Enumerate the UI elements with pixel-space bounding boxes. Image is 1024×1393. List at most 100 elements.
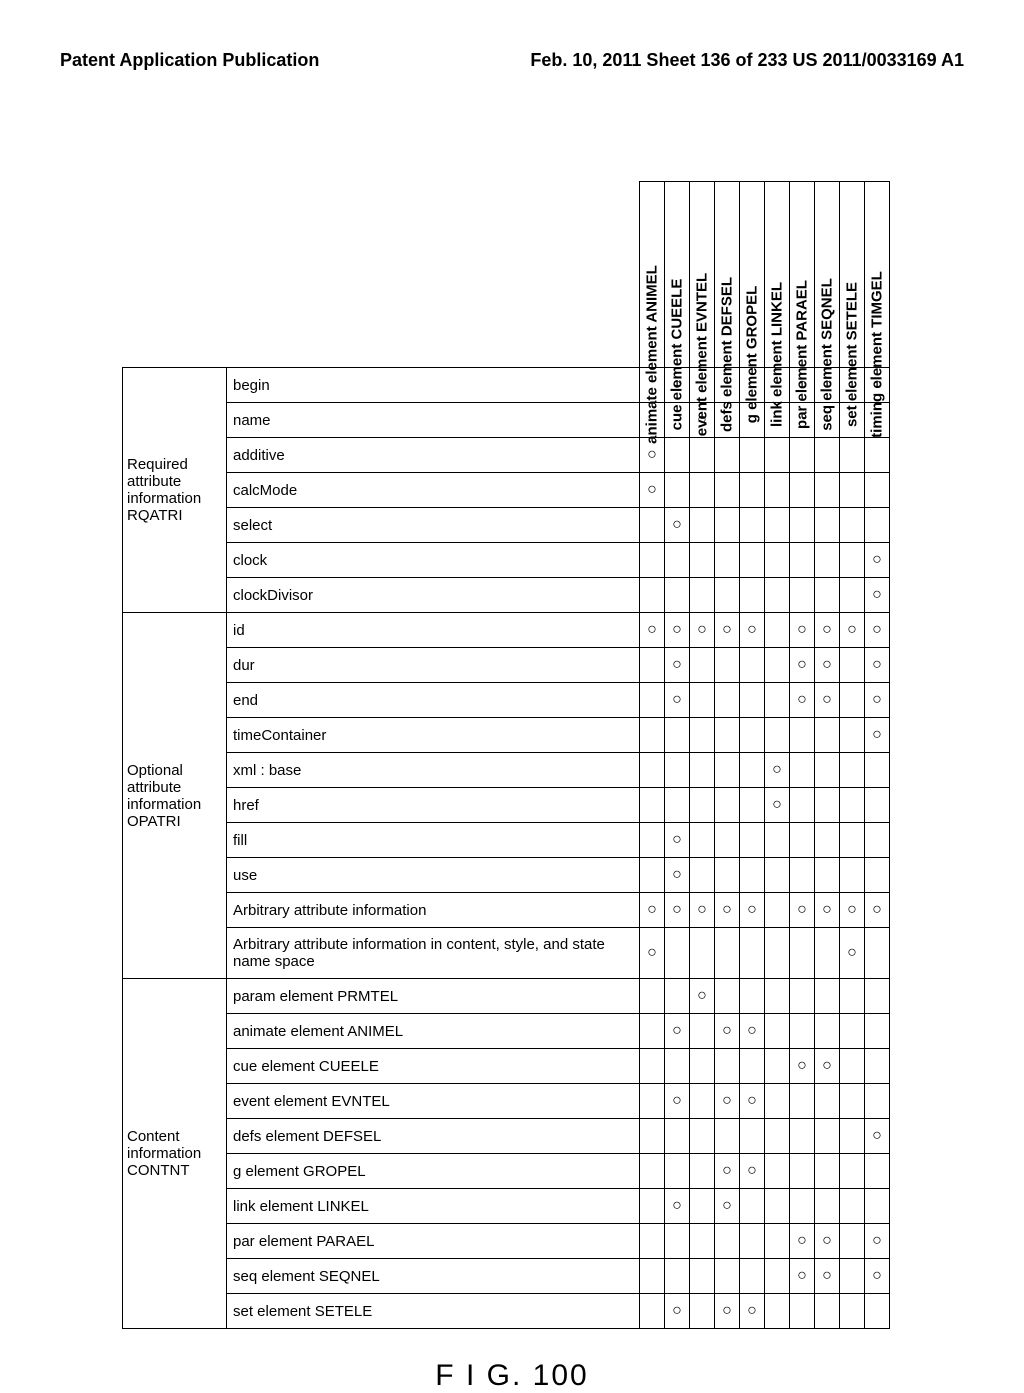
matrix-table: animate element ANIMELcue element CUEELE… xyxy=(122,181,890,1329)
data-cell xyxy=(765,438,790,473)
table-row: animate element ANIMEL xyxy=(123,1014,890,1049)
data-cell xyxy=(665,823,690,858)
row-name: additive xyxy=(227,438,640,473)
data-cell xyxy=(665,1189,690,1224)
data-cell xyxy=(665,543,690,578)
data-cell xyxy=(715,979,740,1014)
data-cell xyxy=(765,788,790,823)
data-cell xyxy=(640,718,665,753)
data-cell xyxy=(790,508,815,543)
data-cell xyxy=(765,1259,790,1294)
data-cell xyxy=(665,753,690,788)
data-cell xyxy=(665,1259,690,1294)
data-cell xyxy=(740,928,765,979)
data-cell xyxy=(790,683,815,718)
table-row: xml : base xyxy=(123,753,890,788)
data-cell xyxy=(740,1259,765,1294)
data-cell xyxy=(665,438,690,473)
table-row: fill xyxy=(123,823,890,858)
data-cell xyxy=(790,1049,815,1084)
data-cell xyxy=(840,928,865,979)
data-cell xyxy=(790,648,815,683)
data-cell xyxy=(640,613,665,648)
data-cell xyxy=(690,543,715,578)
data-cell xyxy=(840,508,865,543)
corner-blank xyxy=(123,182,640,368)
data-cell xyxy=(840,1224,865,1259)
data-cell xyxy=(715,648,740,683)
data-cell xyxy=(640,683,665,718)
table-row: Optional attribute information OPATRIid xyxy=(123,613,890,648)
data-cell xyxy=(765,543,790,578)
row-name: link element LINKEL xyxy=(227,1189,640,1224)
data-cell xyxy=(640,1084,665,1119)
data-cell xyxy=(690,788,715,823)
data-cell xyxy=(665,788,690,823)
data-cell xyxy=(865,543,890,578)
data-cell xyxy=(740,438,765,473)
data-cell xyxy=(690,1154,715,1189)
data-cell xyxy=(640,1014,665,1049)
row-name: begin xyxy=(227,368,640,403)
data-cell xyxy=(715,1294,740,1329)
data-cell xyxy=(790,753,815,788)
row-name: seq element SEQNEL xyxy=(227,1259,640,1294)
data-cell xyxy=(665,1224,690,1259)
data-cell xyxy=(740,473,765,508)
data-cell xyxy=(715,473,740,508)
table-row: calcMode xyxy=(123,473,890,508)
data-cell xyxy=(690,1189,715,1224)
table-row: event element EVNTEL xyxy=(123,1084,890,1119)
data-cell xyxy=(765,823,790,858)
data-cell xyxy=(640,1049,665,1084)
data-cell xyxy=(815,979,840,1014)
data-cell xyxy=(840,613,865,648)
data-cell xyxy=(640,788,665,823)
data-cell xyxy=(765,1294,790,1329)
data-cell xyxy=(740,648,765,683)
table-row: end xyxy=(123,683,890,718)
data-cell xyxy=(640,543,665,578)
data-cell xyxy=(765,648,790,683)
row-name: clock xyxy=(227,543,640,578)
data-cell xyxy=(740,1154,765,1189)
data-cell xyxy=(640,1259,665,1294)
data-cell xyxy=(715,508,740,543)
data-cell xyxy=(790,979,815,1014)
data-cell xyxy=(840,718,865,753)
column-header-label: timing element TIMGEL xyxy=(869,271,886,438)
data-cell xyxy=(865,1049,890,1084)
data-cell xyxy=(665,979,690,1014)
data-cell xyxy=(740,1014,765,1049)
data-cell xyxy=(640,979,665,1014)
row-name: end xyxy=(227,683,640,718)
data-cell xyxy=(715,613,740,648)
page-header: Patent Application Publication Feb. 10, … xyxy=(60,50,964,71)
data-cell xyxy=(865,788,890,823)
row-name: use xyxy=(227,858,640,893)
column-header-label: defs element DEFSEL xyxy=(719,277,736,432)
data-cell xyxy=(665,648,690,683)
row-name: cue element CUEELE xyxy=(227,1049,640,1084)
data-cell xyxy=(790,858,815,893)
data-cell xyxy=(665,683,690,718)
data-cell xyxy=(815,893,840,928)
row-name: animate element ANIMEL xyxy=(227,1014,640,1049)
data-cell xyxy=(865,683,890,718)
data-cell xyxy=(840,1014,865,1049)
row-name: Arbitrary attribute information in conte… xyxy=(227,928,640,979)
data-cell xyxy=(715,823,740,858)
data-cell xyxy=(815,508,840,543)
data-cell xyxy=(790,1084,815,1119)
page: Patent Application Publication Feb. 10, … xyxy=(0,0,1024,1320)
data-cell xyxy=(740,788,765,823)
data-cell xyxy=(665,1084,690,1119)
data-cell xyxy=(790,1014,815,1049)
data-cell xyxy=(640,1154,665,1189)
data-cell xyxy=(840,1294,865,1329)
data-cell xyxy=(715,578,740,613)
data-cell xyxy=(690,473,715,508)
data-cell xyxy=(640,1294,665,1329)
data-cell xyxy=(815,683,840,718)
data-cell xyxy=(840,858,865,893)
